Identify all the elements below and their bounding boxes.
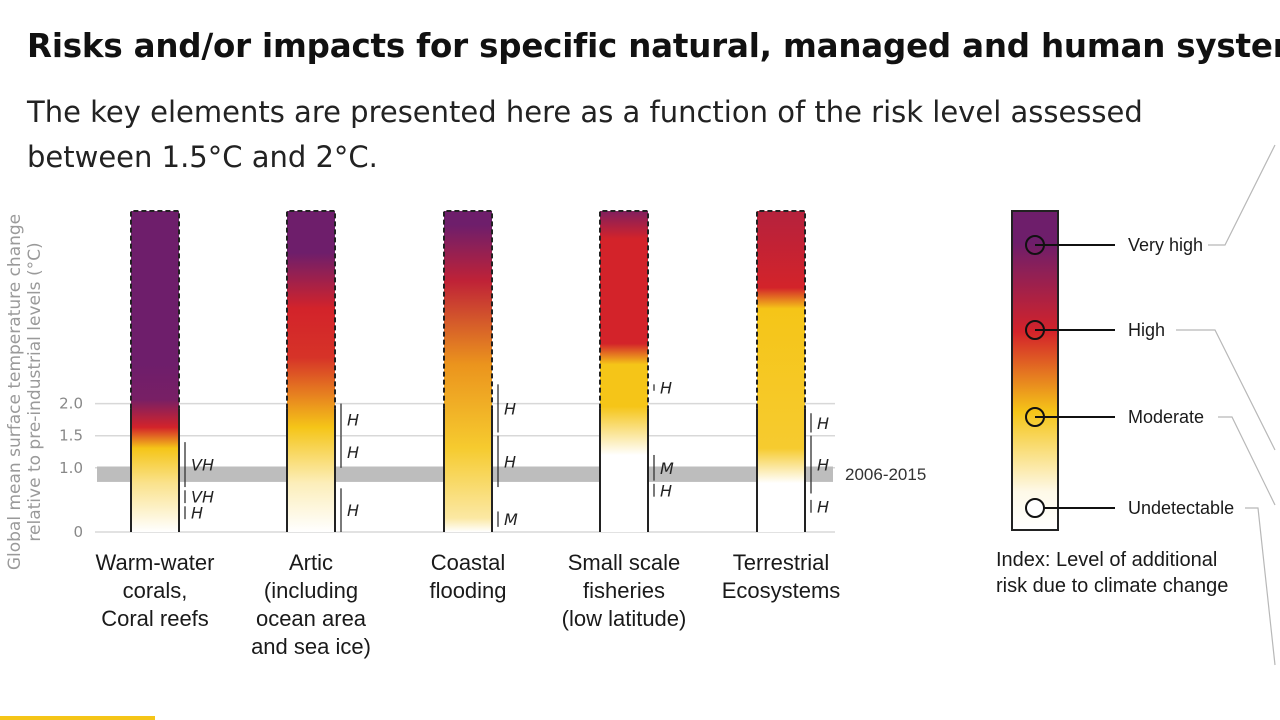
confidence-label: VH <box>191 456 214 475</box>
legend-label: Moderate <box>1128 407 1204 427</box>
risk-bar <box>131 211 179 532</box>
confidence-label: H <box>660 379 672 398</box>
category-label: Terrestrial Ecosystems <box>722 550 841 603</box>
y-tick-label: 1.5 <box>59 427 83 445</box>
confidence-label: M <box>660 459 674 478</box>
legend-marker <box>1025 320 1045 340</box>
confidence-label: H <box>347 501 359 520</box>
confidence-label: H <box>347 443 359 462</box>
legend-label: Very high <box>1128 235 1203 255</box>
bar-dashed-top <box>443 210 493 409</box>
chart-subtitle: The key elements are presented here as a… <box>27 95 1143 174</box>
category-label: Coastal flooding <box>429 550 506 603</box>
risk-bar <box>444 211 492 532</box>
risk-bars <box>130 210 806 532</box>
callout-line <box>1245 507 1276 666</box>
legend-marker <box>1025 235 1045 255</box>
category-label: Artic (including ocean area and sea ice) <box>251 550 371 659</box>
bar-dashed-top <box>599 210 649 409</box>
axis-text: 0 1.0 1.5 2.0 Global mean surface temperatur… <box>5 214 840 659</box>
legend-title: Index: Level of additional risk due to cl… <box>996 549 1228 597</box>
risk-bar <box>757 211 805 532</box>
legend-marker <box>1025 498 1045 518</box>
chart-title: Risks and/or impacts for specific natura… <box>27 27 1280 65</box>
category-label: Small scale fisheries (low latitude) <box>562 550 687 631</box>
legend-marker <box>1025 407 1045 427</box>
bar-dashed-top <box>130 210 180 409</box>
category-label: Warm-water corals, Coral reefs <box>96 550 215 631</box>
callout-line <box>1208 144 1276 246</box>
y-tick-label: 2.0 <box>59 395 83 413</box>
legend: Very high High Moderate Undetectable Index: … <box>996 210 1234 597</box>
confidence-label: H <box>817 456 829 475</box>
bar-dashed-top <box>756 210 806 409</box>
y-axis-title: Global mean surface temperature changere… <box>5 214 45 570</box>
confidence-label: H <box>191 504 203 523</box>
confidence-label: VH <box>191 488 214 507</box>
risk-bar <box>600 211 648 532</box>
y-tick-label: 1.0 <box>59 459 83 477</box>
confidence-label: H <box>347 411 359 430</box>
risk-bar <box>287 211 335 532</box>
legend-label: High <box>1128 320 1165 340</box>
legend-bar <box>1011 210 1059 531</box>
callout-line <box>1176 329 1276 451</box>
callout-lines <box>0 144 1276 720</box>
confidence-label: H <box>817 497 829 516</box>
callout-line <box>1218 416 1276 506</box>
legend-label: Undetectable <box>1128 498 1234 518</box>
bar-dashed-top <box>286 210 336 409</box>
confidence-label: H <box>660 481 672 500</box>
confidence-label: M <box>504 510 518 529</box>
reference-band-label: 2006-2015 <box>845 465 926 484</box>
y-tick-label: 0 <box>73 523 83 541</box>
accent-strip <box>0 716 155 720</box>
confidence-label: H <box>504 399 516 418</box>
confidence-label: H <box>817 414 829 433</box>
confidence-label: H <box>504 452 516 471</box>
